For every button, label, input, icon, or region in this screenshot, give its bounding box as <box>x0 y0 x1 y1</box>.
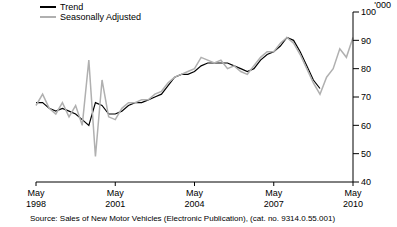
svg-text:1998: 1998 <box>26 199 46 209</box>
svg-text:2007: 2007 <box>264 199 284 209</box>
svg-text:May: May <box>186 188 204 198</box>
svg-text:60: 60 <box>361 121 371 131</box>
html-text:Seasonally Adjusted: Seasonally Adjusted <box>60 12 142 22</box>
html-text:Source: Sales of New Motor Veh: Source: Sales of New Motor Vehicles (Ele… <box>30 214 335 223</box>
html-text:'000: '000 <box>374 0 391 10</box>
svg-text:80: 80 <box>361 64 371 74</box>
svg-text:May: May <box>265 188 283 198</box>
svg-text:50: 50 <box>361 149 371 159</box>
svg-text:90: 90 <box>361 36 371 46</box>
svg-text:40: 40 <box>361 177 371 187</box>
svg-text:2004: 2004 <box>184 199 204 209</box>
svg-text:May: May <box>107 188 125 198</box>
html-text:Trend: Trend <box>60 2 84 12</box>
svg-text:May: May <box>344 188 362 198</box>
svg-text:May: May <box>27 188 45 198</box>
svg-text:2010: 2010 <box>343 199 363 209</box>
svg-text:2001: 2001 <box>105 199 125 209</box>
svg-text:100: 100 <box>361 7 376 17</box>
svg-text:70: 70 <box>361 92 371 102</box>
